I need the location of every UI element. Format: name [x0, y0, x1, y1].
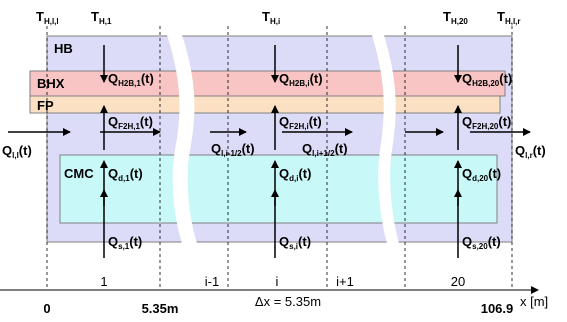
- dashed-lines: [46, 26, 513, 290]
- flow-label-h2b-20: QH2B,20(t): [462, 71, 512, 88]
- flow-label-right-outlet: Ql,r(t): [515, 143, 546, 160]
- flow-label-d-i: Qd,i(t): [279, 166, 311, 183]
- flow-label-s-20: Qs,20(t): [462, 234, 501, 251]
- flow-label-left-inlet: Ql,l(t): [2, 143, 32, 160]
- flow-label-d-1: Qd,1(t): [108, 166, 143, 183]
- cell-label-i: i: [276, 274, 279, 289]
- layer-label-cmc: CMC: [64, 166, 94, 181]
- layer-label-hb: HB: [54, 41, 73, 56]
- vertical-arrows: [100, 45, 462, 258]
- temp-right-boundary: TH,l,r: [497, 9, 521, 26]
- flow-label-i-minus-half: Ql,i-1/2(t): [211, 141, 255, 158]
- temp-cell-i: TH,i: [262, 9, 280, 26]
- cell-label-1: 1: [100, 274, 107, 289]
- fp-layer: [29, 95, 501, 114]
- axis-label-106-9: 106.9: [481, 301, 514, 316]
- axis-label-zero: 0: [43, 301, 50, 316]
- gap-wave-right: [371, 32, 404, 258]
- gap-wave-left: [166, 32, 203, 258]
- flow-label-f2h-1: QF2H,1(t): [108, 114, 153, 131]
- flow-label-i-plus-half: Ql,i+1/2(t): [302, 141, 348, 158]
- flow-label-s-i: Qs,i(t): [279, 234, 311, 251]
- flow-label-h2b-i: QH2B,i(t): [279, 71, 323, 88]
- flow-label-d-20: Qd,20(t): [462, 166, 501, 183]
- axis-title-x: x [m]: [520, 294, 548, 309]
- axis-label-delta-x: Δx = 5.35m: [255, 294, 321, 309]
- layer-label-fp: FP: [37, 98, 54, 113]
- axis-label-5-35m: 5.35m: [142, 301, 179, 316]
- cell-label-i-minus-1: i-1: [205, 274, 219, 289]
- bhx-layer: [29, 70, 506, 97]
- flow-label-f2h-i: QF2H,i(t): [279, 114, 322, 131]
- flow-label-f2h-20: QF2H,20(t): [462, 114, 511, 131]
- temp-cell-20: TH,20: [443, 9, 468, 26]
- temp-left-boundary: TH,l,l: [36, 9, 59, 26]
- flow-label-s-1: Qs,1(t): [108, 234, 142, 251]
- flow-label-h2b-1: QH2B,1(t): [108, 71, 154, 88]
- cell-label-20: 20: [451, 274, 465, 289]
- layer-label-bhx: BHX: [37, 76, 65, 91]
- cell-label-i-plus-1: i+1: [336, 274, 354, 289]
- temp-cell-1: TH,1: [91, 9, 112, 26]
